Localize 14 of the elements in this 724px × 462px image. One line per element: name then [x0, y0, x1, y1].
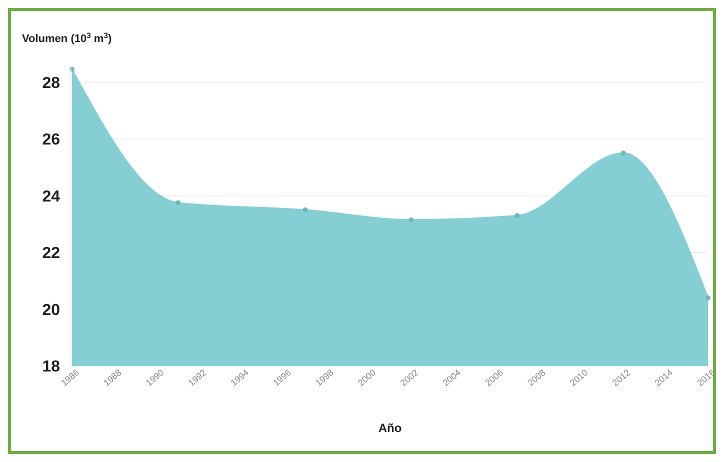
x-axis-title: Año	[378, 421, 402, 435]
point	[706, 295, 710, 300]
point	[620, 150, 626, 156]
y-axis-title: Volumen (10$^{3}$ m$^{3}$)	[22, 30, 112, 45]
y-tick-label: 20	[42, 302, 60, 319]
point	[176, 200, 180, 206]
point	[302, 207, 308, 212]
point	[514, 213, 520, 218]
y-tick-label: 18	[42, 358, 60, 376]
y-tick-label: 22	[42, 245, 60, 262]
y-tick-label: 28	[42, 74, 60, 92]
y-tick-label: 24	[42, 188, 60, 206]
point	[408, 217, 414, 222]
y-tick-label: 26	[42, 132, 60, 149]
